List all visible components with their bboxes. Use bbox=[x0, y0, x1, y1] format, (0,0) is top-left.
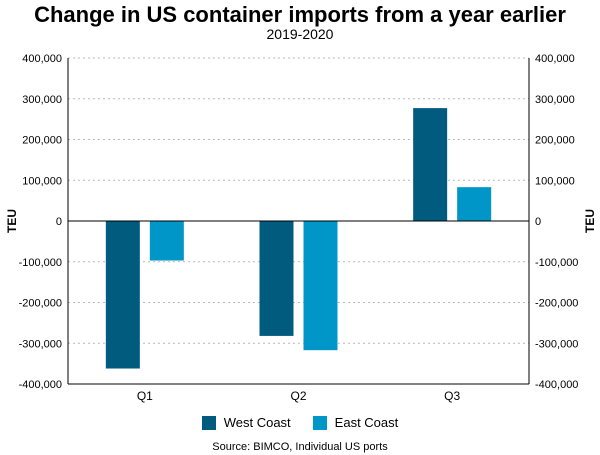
legend-label-west-coast: West Coast bbox=[223, 415, 291, 430]
legend-item-west-coast: West Coast bbox=[201, 415, 291, 430]
y-tick-label-right: 300,000 bbox=[535, 94, 575, 106]
y-tick-label-left: 200,000 bbox=[22, 135, 62, 147]
x-category-label: Q3 bbox=[444, 389, 460, 403]
y-tick-label-left: -300,000 bbox=[19, 338, 62, 350]
y-axis-left-ticks: 400,000 300,000 200,000 100,000 0 -100,000 -20… bbox=[19, 53, 62, 391]
y-tick-label-left: 100,000 bbox=[22, 175, 62, 187]
x-axis-categories: Q1 Q2 Q3 bbox=[137, 389, 461, 403]
chart-subtitle: 2019-2020 bbox=[266, 26, 334, 42]
axes bbox=[67, 58, 530, 385]
y-tick-label-right: -100,000 bbox=[535, 257, 578, 269]
y-tick-label-right: -300,000 bbox=[535, 338, 578, 350]
y-tick-label-right: -400,000 bbox=[535, 379, 578, 391]
chart-title: Change in US container imports from a ye… bbox=[34, 2, 566, 27]
bars-group bbox=[105, 108, 492, 369]
bar-chart: 400,000 300,000 200,000 100,000 0 -100,000 -20… bbox=[5, 53, 597, 403]
bar-east-coast-q1 bbox=[149, 221, 184, 261]
y-tick-label-right: 200,000 bbox=[535, 135, 575, 147]
legend-swatch-west-coast bbox=[201, 415, 216, 430]
bar-west-coast-q1 bbox=[105, 221, 140, 369]
y-tick-label-left: -400,000 bbox=[19, 379, 62, 391]
source-note: Source: BIMCO, Individual US ports bbox=[212, 441, 388, 453]
y-tick-label-left: 0 bbox=[56, 216, 62, 228]
legend-swatch-east-coast bbox=[312, 415, 327, 430]
legend-item-east-coast: East Coast bbox=[312, 415, 399, 430]
y-tick-label-right: 400,000 bbox=[535, 53, 575, 65]
x-category-label: Q1 bbox=[137, 389, 153, 403]
y-axis-right-ticks: 400,000 300,000 200,000 100,000 0 -100,000 -20… bbox=[535, 53, 578, 391]
legend-label-east-coast: East Coast bbox=[334, 415, 399, 430]
y-tick-label-left: 300,000 bbox=[22, 94, 62, 106]
y-tick-label-left: -100,000 bbox=[19, 257, 62, 269]
bar-west-coast-q3 bbox=[413, 108, 448, 221]
y-tick-label-right: 100,000 bbox=[535, 175, 575, 187]
y-tick-label-left: -200,000 bbox=[19, 298, 62, 310]
y-tick-label-right: 0 bbox=[535, 216, 541, 228]
bar-east-coast-q2 bbox=[303, 221, 338, 351]
legend: West Coast East Coast bbox=[0, 415, 600, 430]
bar-east-coast-q3 bbox=[457, 187, 492, 221]
y-tick-label-left: 400,000 bbox=[22, 53, 62, 65]
y-axis-right-title: TEU bbox=[583, 209, 597, 233]
bar-west-coast-q2 bbox=[259, 221, 294, 336]
y-axis-left-title: TEU bbox=[5, 209, 19, 233]
y-tick-label-right: -200,000 bbox=[535, 298, 578, 310]
x-category-label: Q2 bbox=[290, 389, 306, 403]
